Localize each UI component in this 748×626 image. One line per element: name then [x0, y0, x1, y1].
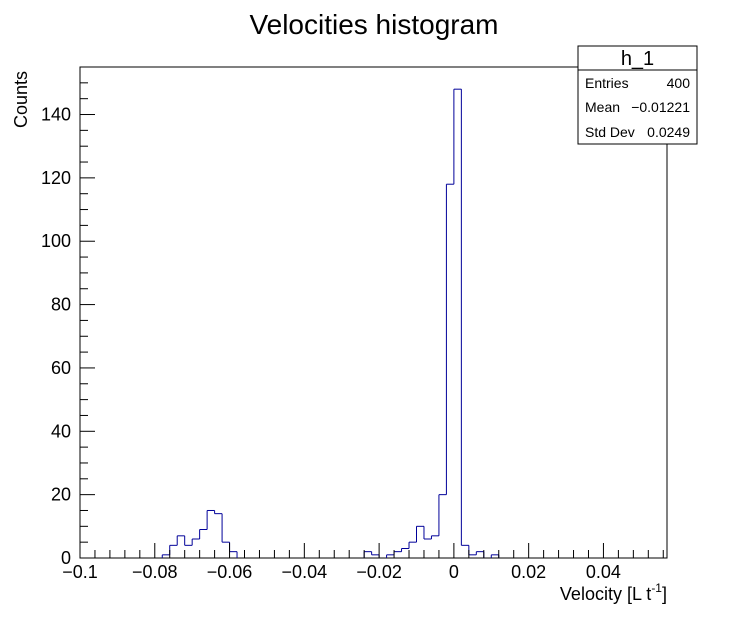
stats-mean-label: Mean [585, 99, 620, 115]
plot-frame [79, 66, 668, 559]
stats-box: h_1 Entries 400 Mean −0.01221 Std Dev 0.… [577, 45, 698, 145]
plot-area-border [79, 66, 668, 559]
x-tick-label: −0.06 [207, 562, 253, 582]
y-tick-label: 40 [51, 421, 71, 441]
x-axis-title: Velocity [L t-1] [560, 581, 667, 604]
x-axis-title-main: Velocity [L t [560, 584, 651, 604]
y-tick-label: 80 [51, 295, 71, 315]
x-tick-label: 0.04 [586, 562, 621, 582]
y-tick-label: 100 [41, 231, 71, 251]
stats-mean-value: −0.01221 [631, 99, 690, 115]
stats-entries-label: Entries [585, 75, 629, 91]
x-axis-ticks: −0.1 −0.08 −0.06 −0.04 −0.02 0 0.02 0.04 [62, 543, 664, 582]
stats-stddev-value: 0.0249 [647, 124, 690, 140]
y-axis-title: Counts [11, 71, 31, 128]
x-tick-label: −0.04 [282, 562, 328, 582]
y-tick-label: 140 [41, 105, 71, 125]
y-tick-label: 20 [51, 485, 71, 505]
stats-entries-value: 400 [667, 75, 691, 91]
y-tick-label: 0 [61, 548, 71, 568]
x-tick-label: −0.08 [132, 562, 178, 582]
chart-title: Velocities histogram [249, 9, 498, 40]
stats-stddev-label: Std Dev [585, 124, 635, 140]
x-axis-title-superscript: -1 [651, 581, 662, 595]
y-axis-ticks: 0 20 40 60 80 100 120 140 [41, 66, 95, 568]
histogram-bins [161, 88, 500, 558]
stats-box-frame [577, 45, 698, 145]
y-tick-label: 120 [41, 168, 71, 188]
x-tick-label: −0.1 [62, 562, 98, 582]
x-tick-label: 0 [449, 562, 459, 582]
x-tick-label: −0.02 [356, 562, 402, 582]
x-tick-label: 0.02 [511, 562, 546, 582]
stats-box-title: h_1 [621, 48, 654, 70]
y-tick-label: 60 [51, 358, 71, 378]
x-axis-title-suffix: ] [662, 584, 667, 604]
